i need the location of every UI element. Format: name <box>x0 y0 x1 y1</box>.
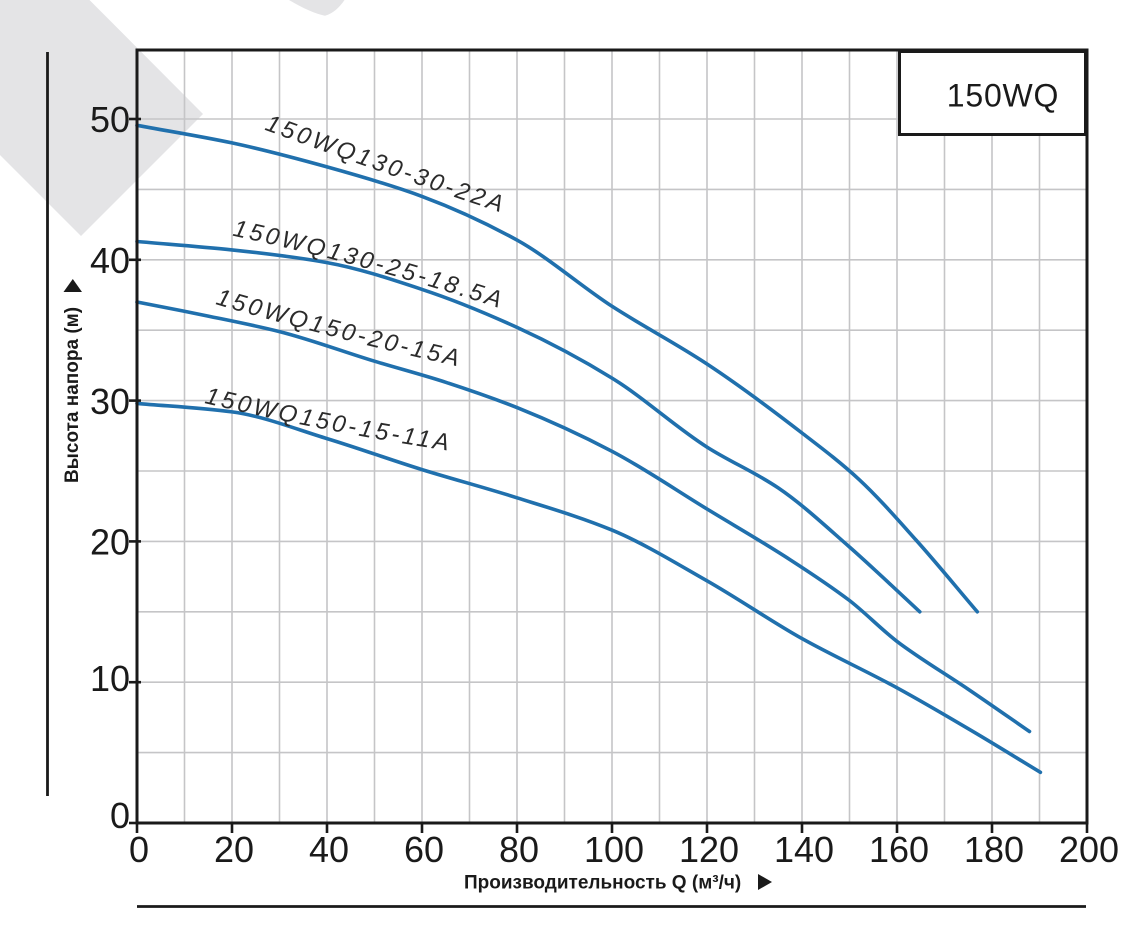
svg-text:20: 20 <box>214 829 254 870</box>
svg-text:160: 160 <box>869 829 929 870</box>
svg-text:120: 120 <box>679 829 739 870</box>
svg-text:30: 30 <box>90 381 130 422</box>
svg-text:10: 10 <box>90 658 130 699</box>
svg-text:Высота напора (м): Высота напора (м) <box>62 307 83 483</box>
svg-text:40: 40 <box>309 829 349 870</box>
svg-text:40: 40 <box>90 240 130 281</box>
svg-text:0: 0 <box>110 795 130 836</box>
svg-text:20: 20 <box>90 522 130 563</box>
svg-text:150WQ: 150WQ <box>947 78 1059 114</box>
svg-text:100: 100 <box>584 829 644 870</box>
svg-text:0: 0 <box>129 829 149 870</box>
svg-text:140: 140 <box>774 829 834 870</box>
svg-text:200: 200 <box>1059 829 1119 870</box>
svg-text:180: 180 <box>964 829 1024 870</box>
svg-text:50: 50 <box>90 99 130 140</box>
svg-text:80: 80 <box>499 829 539 870</box>
svg-text:60: 60 <box>404 829 444 870</box>
svg-text:Производительность Q (м³/ч): Производительность Q (м³/ч) <box>464 873 741 894</box>
